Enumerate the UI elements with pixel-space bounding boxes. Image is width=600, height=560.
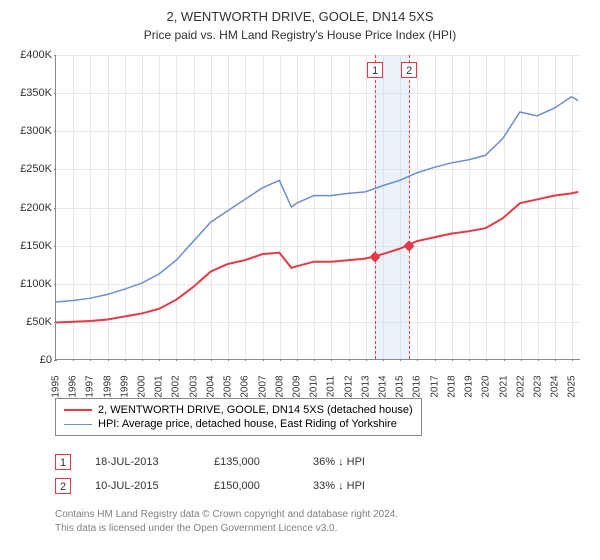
legend-swatch bbox=[64, 409, 92, 411]
ylabel: £150K bbox=[7, 240, 52, 252]
xtick bbox=[159, 359, 160, 361]
xtick bbox=[211, 359, 212, 361]
xlabel: 2016 bbox=[412, 375, 423, 397]
chart-area: £0 £50K £100K £150K £200K £250K £300K £350K £400… bbox=[0, 50, 600, 395]
sales-id-box: 1 bbox=[55, 454, 71, 470]
legend-label: HPI: Average price, detached house, East… bbox=[98, 418, 397, 430]
xlabel: 2022 bbox=[515, 375, 526, 397]
xlabel: 2023 bbox=[532, 375, 543, 397]
sales-row: 1 18-JUL-2013 £135,000 36% ↓ HPI bbox=[55, 450, 408, 474]
xlabel: 1998 bbox=[102, 375, 113, 397]
xtick bbox=[90, 359, 91, 361]
xtick bbox=[331, 359, 332, 361]
xtick bbox=[314, 359, 315, 361]
xlabel: 2020 bbox=[481, 375, 492, 397]
sales-date: 18-JUL-2013 bbox=[95, 456, 190, 468]
xtick bbox=[417, 359, 418, 361]
xlabel: 2001 bbox=[154, 375, 165, 397]
series-hpi bbox=[56, 97, 578, 302]
xlabel: 2000 bbox=[137, 375, 148, 397]
sales-price: £135,000 bbox=[214, 456, 289, 468]
footer-line-2: This data is licensed under the Open Gov… bbox=[55, 522, 398, 536]
ylabel: £50K bbox=[7, 316, 52, 328]
xtick bbox=[572, 359, 573, 361]
xtick bbox=[349, 359, 350, 361]
xtick bbox=[435, 359, 436, 361]
ylabel: £250K bbox=[7, 163, 52, 175]
ylabel: £350K bbox=[7, 87, 52, 99]
xtick bbox=[504, 359, 505, 361]
ylabel: £100K bbox=[7, 278, 52, 290]
series-property bbox=[56, 192, 578, 323]
chart-subtitle: Price paid vs. HM Land Registry's House … bbox=[0, 26, 600, 44]
xtick bbox=[521, 359, 522, 361]
xlabel: 2014 bbox=[378, 375, 389, 397]
xtick bbox=[366, 359, 367, 361]
xlabel: 2005 bbox=[223, 375, 234, 397]
footer-attribution: Contains HM Land Registry data © Crown c… bbox=[55, 508, 398, 535]
xlabel: 2012 bbox=[343, 375, 354, 397]
ylabel: £300K bbox=[7, 125, 52, 137]
xlabel: 2017 bbox=[429, 375, 440, 397]
xtick bbox=[383, 359, 384, 361]
ylabel: £200K bbox=[7, 202, 52, 214]
series-svg bbox=[56, 55, 580, 359]
xtick bbox=[555, 359, 556, 361]
xlabel: 2011 bbox=[326, 376, 337, 398]
legend-row: HPI: Average price, detached house, East… bbox=[64, 417, 413, 431]
xlabel: 1995 bbox=[51, 375, 62, 397]
xlabel: 2019 bbox=[464, 375, 475, 397]
xtick bbox=[73, 359, 74, 361]
legend: 2, WENTWORTH DRIVE, GOOLE, DN14 5XS (det… bbox=[55, 398, 422, 436]
xtick bbox=[486, 359, 487, 361]
xtick bbox=[452, 359, 453, 361]
sales-table: 1 18-JUL-2013 £135,000 36% ↓ HPI 2 10-JUL-201… bbox=[55, 450, 408, 498]
xlabel: 2025 bbox=[567, 375, 578, 397]
xtick bbox=[176, 359, 177, 361]
xlabel: 2009 bbox=[291, 375, 302, 397]
sales-price: £150,000 bbox=[214, 480, 289, 492]
xlabel: 2002 bbox=[171, 375, 182, 397]
sales-row: 2 10-JUL-2015 £150,000 33% ↓ HPI bbox=[55, 474, 408, 498]
xtick bbox=[297, 359, 298, 361]
xlabel: 2021 bbox=[498, 375, 509, 397]
xtick bbox=[142, 359, 143, 361]
xtick bbox=[263, 359, 264, 361]
xtick bbox=[280, 359, 281, 361]
legend-swatch bbox=[64, 424, 92, 425]
ylabel: £400K bbox=[7, 49, 52, 61]
xlabel: 2006 bbox=[240, 375, 251, 397]
sales-id-box: 2 bbox=[55, 478, 71, 494]
xlabel: 1997 bbox=[85, 375, 96, 397]
xtick bbox=[194, 359, 195, 361]
chart-title: 2, WENTWORTH DRIVE, GOOLE, DN14 5XS bbox=[0, 0, 600, 26]
ylabel: £0 bbox=[7, 354, 52, 366]
xlabel: 2004 bbox=[205, 375, 216, 397]
sales-date: 10-JUL-2015 bbox=[95, 480, 190, 492]
xlabel: 2015 bbox=[395, 375, 406, 397]
xlabel: 2013 bbox=[360, 375, 371, 397]
xlabel: 2003 bbox=[188, 375, 199, 397]
legend-row: 2, WENTWORTH DRIVE, GOOLE, DN14 5XS (det… bbox=[64, 403, 413, 417]
xlabel: 1999 bbox=[119, 375, 130, 397]
xtick bbox=[108, 359, 109, 361]
plot-area: £0£50K£100K£150K£200K£250K£300K£350K£400… bbox=[55, 55, 580, 360]
xlabel: 1996 bbox=[68, 375, 79, 397]
legend-label: 2, WENTWORTH DRIVE, GOOLE, DN14 5XS (det… bbox=[98, 404, 413, 416]
footer-line-1: Contains HM Land Registry data © Crown c… bbox=[55, 508, 398, 522]
xlabel: 2007 bbox=[257, 375, 268, 397]
sales-diff: 33% ↓ HPI bbox=[313, 480, 408, 492]
xtick bbox=[469, 359, 470, 361]
xtick bbox=[538, 359, 539, 361]
xtick bbox=[125, 359, 126, 361]
xtick bbox=[245, 359, 246, 361]
xlabel: 2010 bbox=[309, 375, 320, 397]
sales-diff: 36% ↓ HPI bbox=[313, 456, 408, 468]
xtick bbox=[400, 359, 401, 361]
xlabel: 2018 bbox=[446, 375, 457, 397]
xtick bbox=[228, 359, 229, 361]
xlabel: 2008 bbox=[274, 375, 285, 397]
xlabel: 2024 bbox=[550, 375, 561, 397]
xtick bbox=[56, 359, 57, 361]
